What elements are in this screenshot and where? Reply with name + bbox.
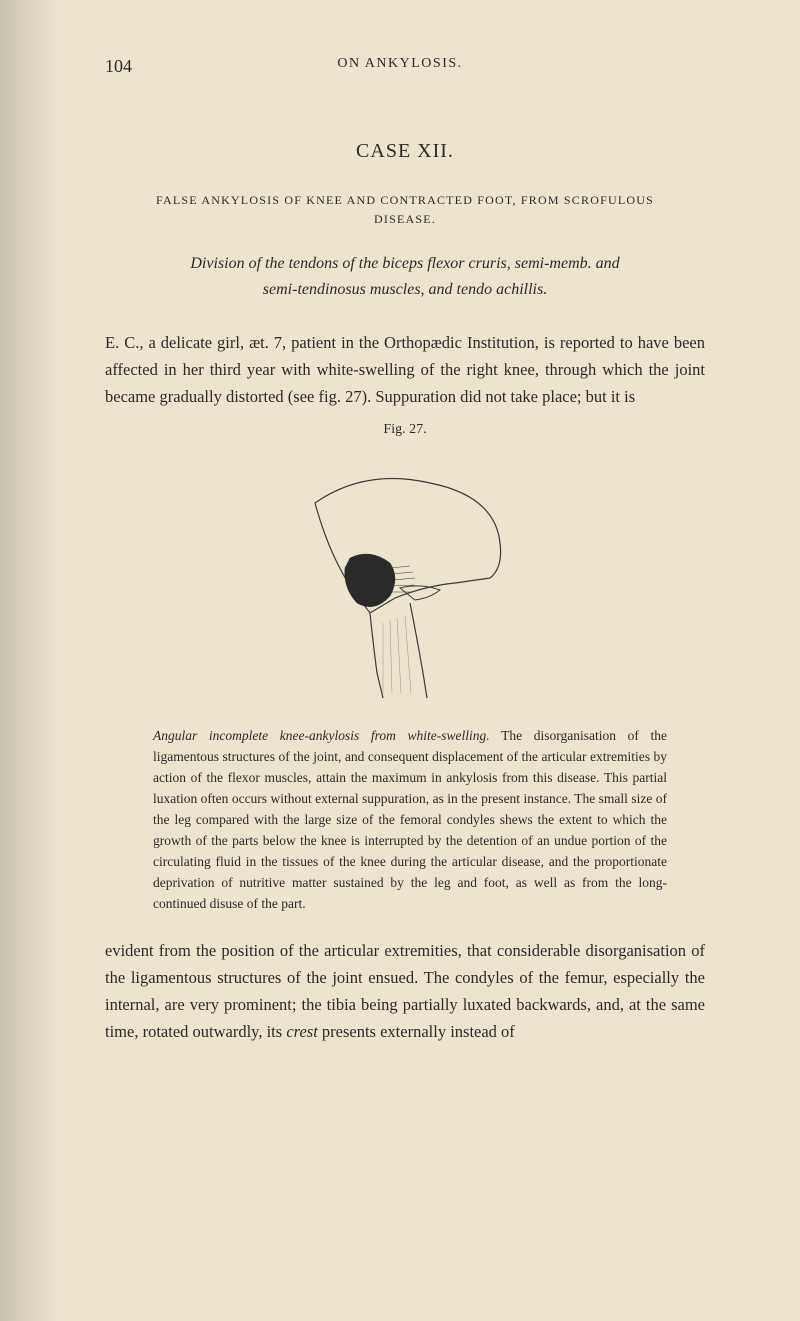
body-paragraph-1: E. C., a delicate girl, æt. 7, patient i… xyxy=(105,329,705,411)
caption-lead-italic: Angular incomplete knee-ankylosis from w… xyxy=(153,728,490,743)
subtitle-line-1: FALSE ANKYLOSIS OF KNEE AND CONTRACTED F… xyxy=(156,193,654,207)
final-para-part-2: presents externally instead of xyxy=(318,1022,515,1041)
division-line-2: semi-tendinosus muscles, and tendo achil… xyxy=(263,281,547,298)
page-number: 104 xyxy=(105,56,132,77)
case-subtitle: FALSE ANKYLOSIS OF KNEE AND CONTRACTED F… xyxy=(105,191,705,229)
case-title: CASE XII. xyxy=(105,140,705,163)
caption-body-text: The disorganisation of the ligamentous s… xyxy=(153,728,667,910)
division-line-1: Division of the tendons of the biceps fl… xyxy=(190,255,619,272)
figure-label: Fig. 27. xyxy=(105,422,705,438)
body-paragraph-2: evident from the position of the articul… xyxy=(105,937,705,1046)
running-header: ON ANKYLOSIS. xyxy=(337,56,462,72)
figure-27 xyxy=(275,448,535,708)
division-description: Division of the tendons of the biceps fl… xyxy=(105,251,705,302)
knee-ankylosis-illustration xyxy=(275,448,535,708)
figure-caption: Angular incomplete knee-ankylosis from w… xyxy=(105,726,705,914)
crest-italic: crest xyxy=(286,1022,317,1041)
page-vignette xyxy=(0,0,60,1321)
subtitle-line-2: DISEASE. xyxy=(374,212,436,226)
